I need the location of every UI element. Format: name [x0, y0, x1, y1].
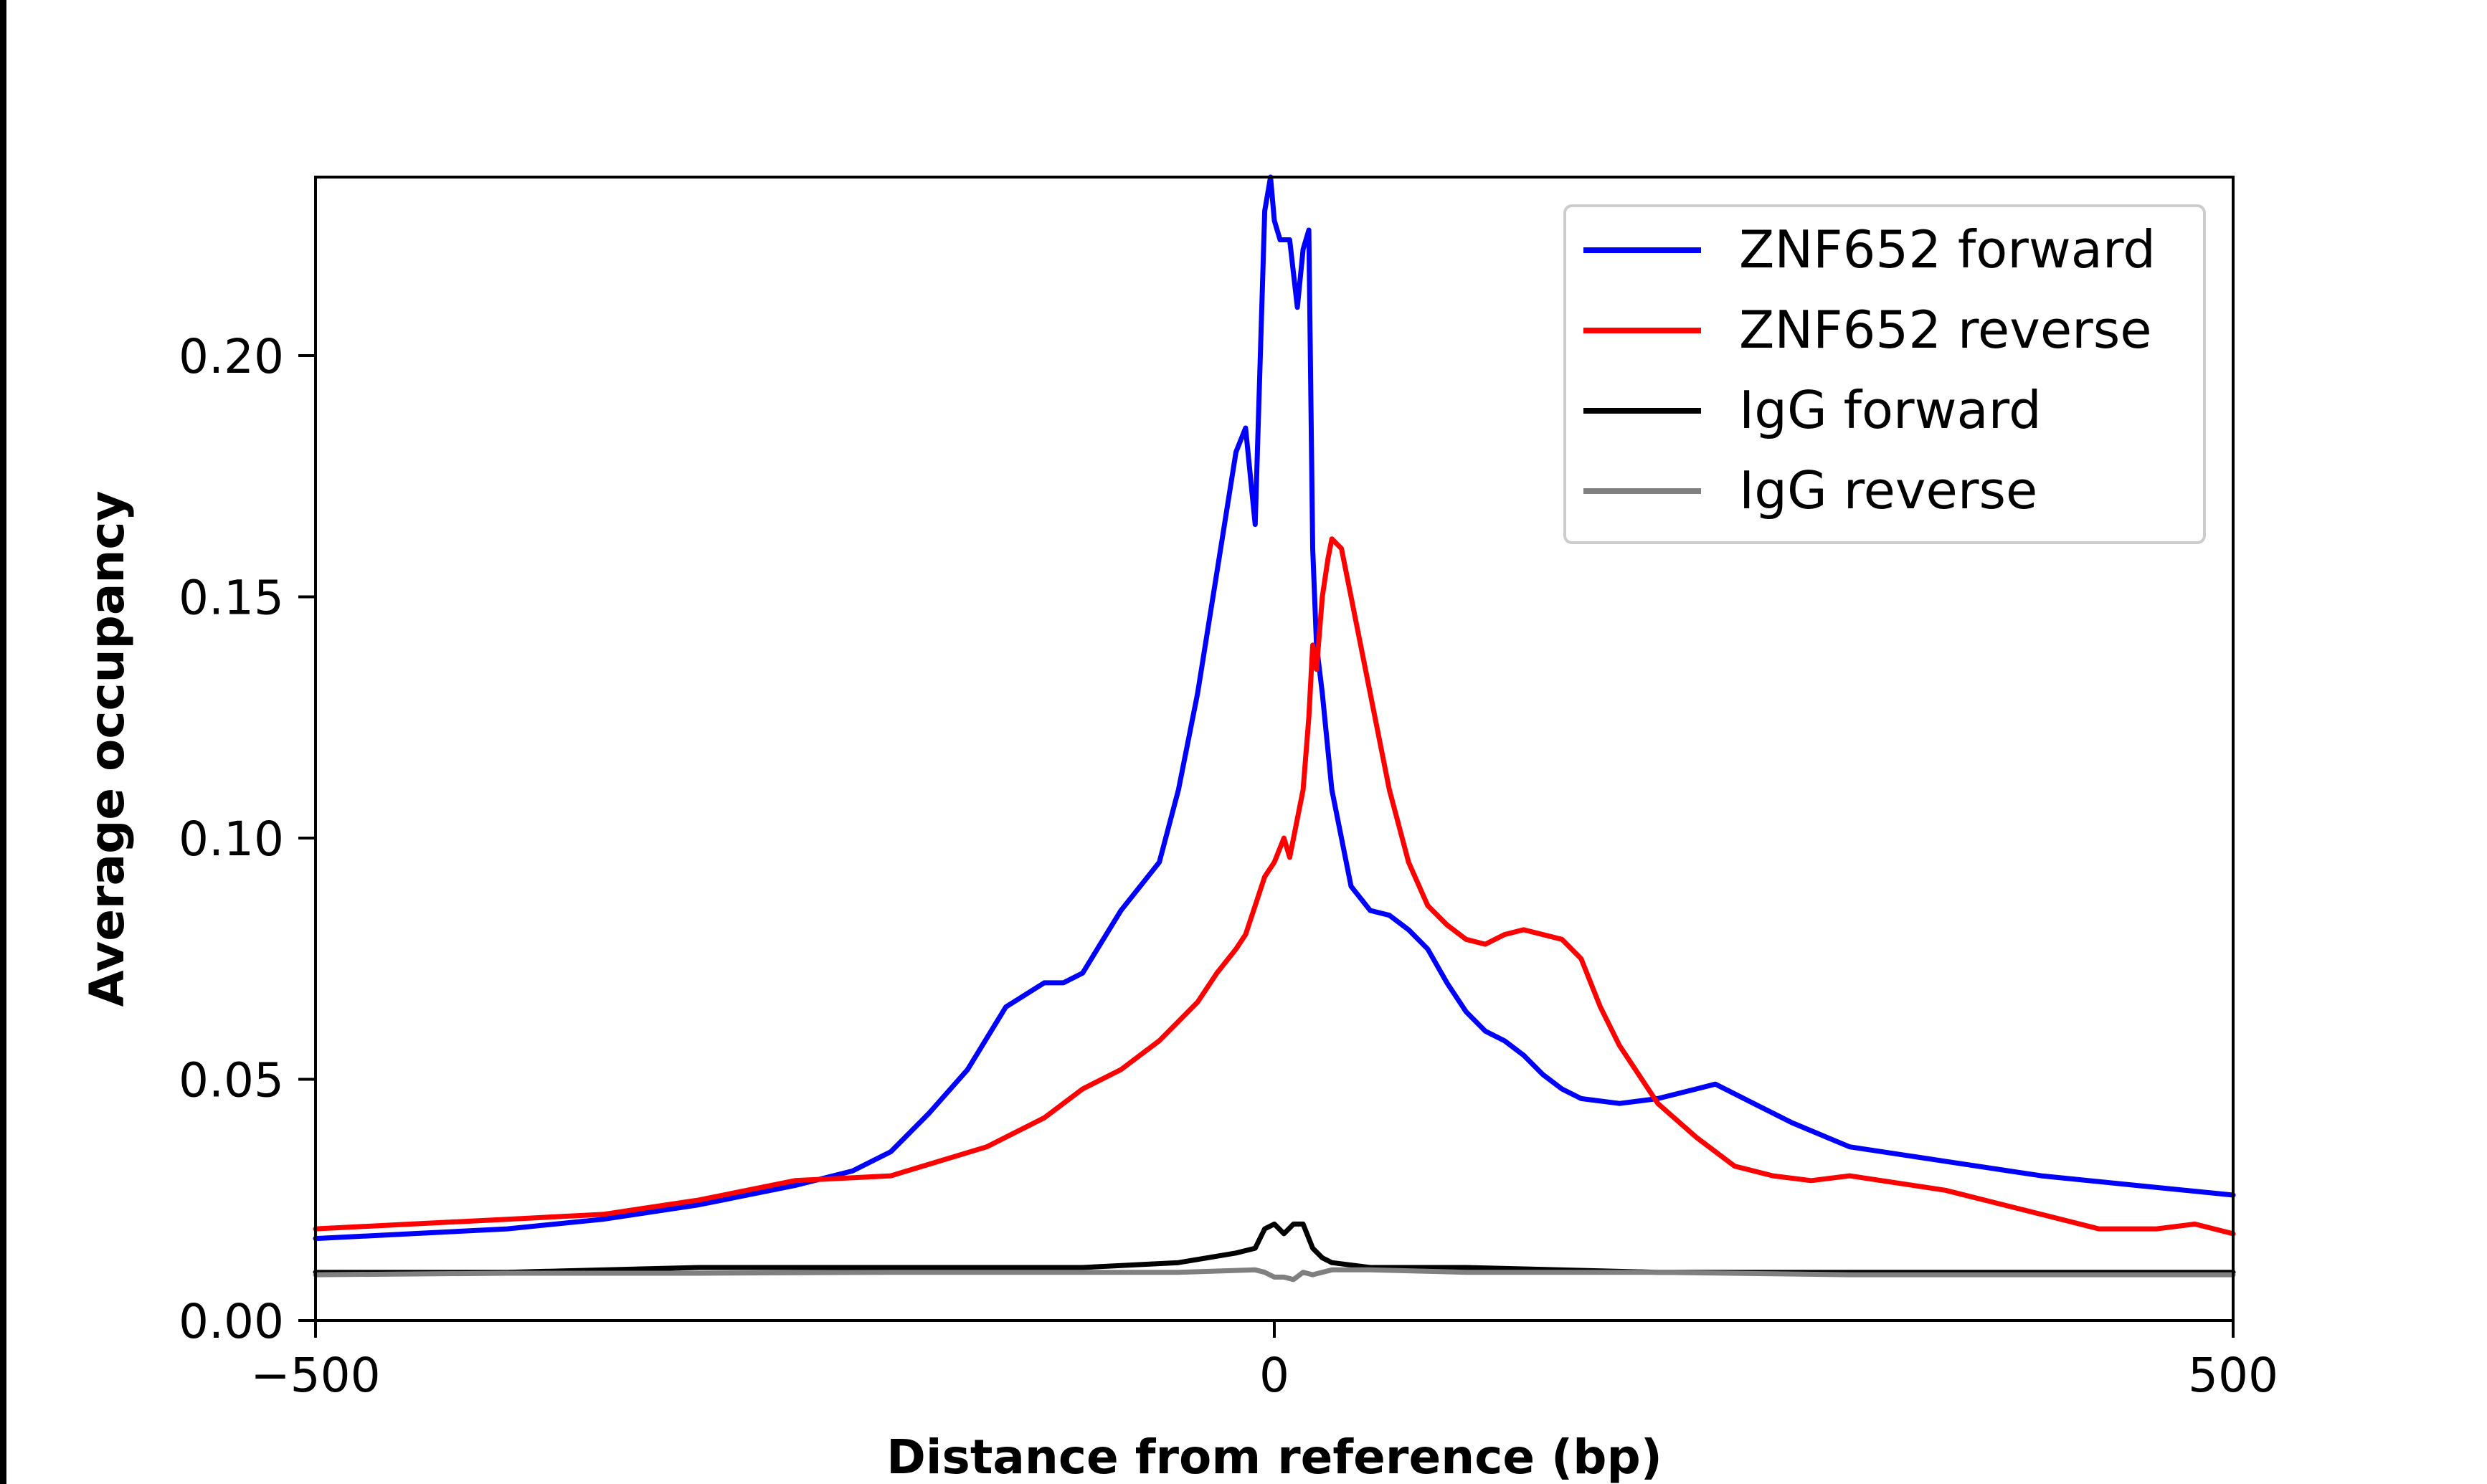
y-tick-label: 0.20 [179, 329, 284, 384]
legend-label-znf652-forward: ZNF652 forward [1739, 219, 2156, 280]
x-tick-label: 500 [2188, 1348, 2278, 1403]
left-frame-edge [0, 0, 6, 1484]
y-tick-label: 0.05 [179, 1053, 284, 1108]
y-axis-label: Average occupancy [80, 490, 135, 1007]
legend-label-znf652-reverse: ZNF652 reverse [1739, 300, 2152, 360]
y-tick-label: 0.10 [179, 812, 284, 867]
legend-label-igg-reverse: IgG reverse [1739, 460, 2037, 520]
legend: ZNF652 forward ZNF652 reverse IgG forward I… [1563, 204, 2206, 544]
legend-label-igg-forward: IgG forward [1739, 380, 2042, 440]
y-tick-label: 0.00 [179, 1294, 284, 1349]
x-tick-label: −500 [250, 1348, 380, 1403]
y-tick-label: 0.15 [179, 571, 284, 626]
series-line-znf652-reverse [313, 536, 2236, 1237]
series-line-igg-forward [313, 1221, 2236, 1275]
x-axis: −500 0 500 [250, 1321, 2278, 1403]
series-line-znf652-forward [313, 174, 2236, 1242]
series-line-igg-reverse [313, 1267, 2236, 1283]
y-axis: 0.00 0.05 0.10 0.15 0.20 [179, 329, 316, 1349]
plot-series-group [313, 174, 2236, 1283]
x-axis-label: Distance from reference (bp) [886, 1430, 1662, 1484]
x-tick-label: 0 [1259, 1348, 1289, 1403]
legend-box [1563, 204, 2206, 544]
